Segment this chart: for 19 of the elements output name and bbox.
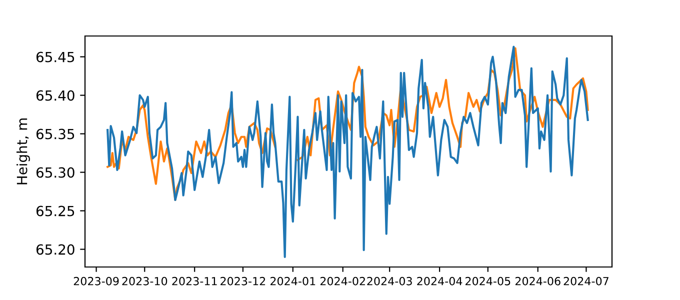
y-tick-label: 65.40 [36,90,74,101]
y-tick-label: 65.45 [36,52,74,62]
y-tick-label: 65.25 [36,206,74,216]
x-tick-label: 2023-12 [220,276,266,286]
x-tick-label: 2024-04 [417,276,462,286]
x-tick-label: 2024-03 [367,276,412,286]
y-tick-label: 65.20 [36,244,74,255]
x-tick-label: 2023-11 [172,276,217,286]
x-tick-label: 2024-02 [320,276,365,286]
y-tick-label: 65.35 [36,128,74,140]
y-axis-title: Height, m [16,118,30,184]
x-tick-label: 2023-09 [74,276,119,286]
y-tick-label: 65.30 [36,167,74,178]
x-tick-label: 2024-06 [515,276,560,286]
x-tick-label: 2024-05 [466,276,510,286]
x-tick-label: 2024-01 [270,276,316,286]
x-tick-label: 2024-07 [564,276,608,286]
x-tick-label: 2023-10 [122,276,168,286]
line-series [106,46,589,258]
